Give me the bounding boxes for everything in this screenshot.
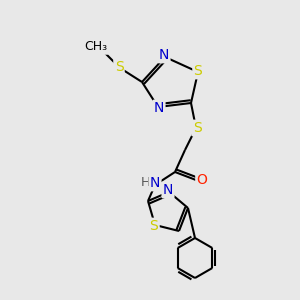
Text: O: O [196,173,207,187]
Text: N: N [154,101,164,115]
Text: S: S [150,219,158,233]
Text: N: N [163,183,173,197]
Text: N: N [150,176,160,190]
Text: H: H [140,176,150,190]
Text: S: S [194,64,202,78]
Text: S: S [193,121,201,135]
Text: S: S [115,60,123,74]
Text: N: N [159,48,169,62]
Text: CH₃: CH₃ [84,40,108,53]
